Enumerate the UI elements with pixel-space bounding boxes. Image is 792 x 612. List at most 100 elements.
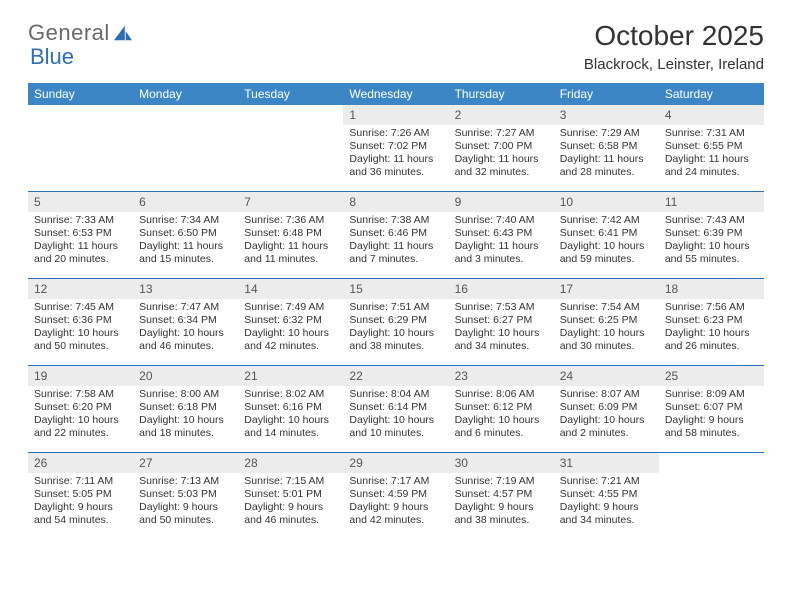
day-details: Sunrise: 7:53 AMSunset: 6:27 PMDaylight:…: [449, 299, 554, 357]
day-number: 10: [554, 192, 659, 212]
sunrise-text: Sunrise: 7:42 AM: [560, 214, 653, 227]
sunset-text: Sunset: 6:29 PM: [349, 314, 442, 327]
sunrise-text: Sunrise: 8:07 AM: [560, 388, 653, 401]
logo: General: [28, 20, 136, 46]
sunrise-text: Sunrise: 7:13 AM: [139, 475, 232, 488]
day-number: 15: [343, 279, 448, 299]
day-details: Sunrise: 7:34 AMSunset: 6:50 PMDaylight:…: [133, 212, 238, 270]
day-number: [659, 453, 764, 457]
daylight-text: Daylight: 10 hours and 18 minutes.: [139, 414, 232, 440]
sunset-text: Sunset: 6:09 PM: [560, 401, 653, 414]
sunrise-text: Sunrise: 7:45 AM: [34, 301, 127, 314]
sunrise-text: Sunrise: 8:09 AM: [665, 388, 758, 401]
day-details: Sunrise: 7:49 AMSunset: 6:32 PMDaylight:…: [238, 299, 343, 357]
sunrise-text: Sunrise: 7:27 AM: [455, 127, 548, 140]
calendar-cell: 25Sunrise: 8:09 AMSunset: 6:07 PMDayligh…: [659, 366, 764, 453]
logo-text-blue: Blue: [30, 44, 74, 70]
day-number: 17: [554, 279, 659, 299]
sunset-text: Sunset: 6:16 PM: [244, 401, 337, 414]
calendar-cell: 3Sunrise: 7:29 AMSunset: 6:58 PMDaylight…: [554, 105, 659, 192]
day-details: Sunrise: 7:17 AMSunset: 4:59 PMDaylight:…: [343, 473, 448, 531]
sunset-text: Sunset: 4:55 PM: [560, 488, 653, 501]
day-number: 28: [238, 453, 343, 473]
calendar-week: 1Sunrise: 7:26 AMSunset: 7:02 PMDaylight…: [28, 105, 764, 192]
sunrise-text: Sunrise: 8:04 AM: [349, 388, 442, 401]
calendar-cell: 26Sunrise: 7:11 AMSunset: 5:05 PMDayligh…: [28, 453, 133, 540]
daylight-text: Daylight: 11 hours and 7 minutes.: [349, 240, 442, 266]
calendar-cell: 19Sunrise: 7:58 AMSunset: 6:20 PMDayligh…: [28, 366, 133, 453]
day-number: 2: [449, 105, 554, 125]
calendar-cell: 23Sunrise: 8:06 AMSunset: 6:12 PMDayligh…: [449, 366, 554, 453]
sunset-text: Sunset: 6:25 PM: [560, 314, 653, 327]
sunrise-text: Sunrise: 8:06 AM: [455, 388, 548, 401]
calendar-cell: [28, 105, 133, 192]
sunrise-text: Sunrise: 7:17 AM: [349, 475, 442, 488]
day-details: Sunrise: 8:00 AMSunset: 6:18 PMDaylight:…: [133, 386, 238, 444]
header: General October 2025 Blackrock, Leinster…: [28, 20, 764, 73]
sunrise-text: Sunrise: 7:19 AM: [455, 475, 548, 488]
day-details: Sunrise: 7:13 AMSunset: 5:03 PMDaylight:…: [133, 473, 238, 531]
calendar-cell: 8Sunrise: 7:38 AMSunset: 6:46 PMDaylight…: [343, 192, 448, 279]
day-number: [28, 105, 133, 109]
day-details: Sunrise: 7:38 AMSunset: 6:46 PMDaylight:…: [343, 212, 448, 270]
calendar-cell: 22Sunrise: 8:04 AMSunset: 6:14 PMDayligh…: [343, 366, 448, 453]
calendar-header-row: Sunday Monday Tuesday Wednesday Thursday…: [28, 83, 764, 105]
day-number: 13: [133, 279, 238, 299]
page: General October 2025 Blackrock, Leinster…: [0, 0, 792, 612]
day-number: 31: [554, 453, 659, 473]
calendar-body: 1Sunrise: 7:26 AMSunset: 7:02 PMDaylight…: [28, 105, 764, 539]
col-friday: Friday: [554, 83, 659, 105]
day-details: Sunrise: 7:51 AMSunset: 6:29 PMDaylight:…: [343, 299, 448, 357]
daylight-text: Daylight: 11 hours and 36 minutes.: [349, 153, 442, 179]
day-details: Sunrise: 8:04 AMSunset: 6:14 PMDaylight:…: [343, 386, 448, 444]
day-details: Sunrise: 8:07 AMSunset: 6:09 PMDaylight:…: [554, 386, 659, 444]
day-number: 30: [449, 453, 554, 473]
calendar-cell: 28Sunrise: 7:15 AMSunset: 5:01 PMDayligh…: [238, 453, 343, 540]
day-number: 23: [449, 366, 554, 386]
daylight-text: Daylight: 10 hours and 10 minutes.: [349, 414, 442, 440]
logo-sail-icon: [112, 24, 134, 42]
daylight-text: Daylight: 11 hours and 24 minutes.: [665, 153, 758, 179]
calendar-cell: 16Sunrise: 7:53 AMSunset: 6:27 PMDayligh…: [449, 279, 554, 366]
daylight-text: Daylight: 9 hours and 46 minutes.: [244, 501, 337, 527]
sunrise-text: Sunrise: 8:02 AM: [244, 388, 337, 401]
day-number: 9: [449, 192, 554, 212]
calendar-cell: 11Sunrise: 7:43 AMSunset: 6:39 PMDayligh…: [659, 192, 764, 279]
day-number: 4: [659, 105, 764, 125]
sunset-text: Sunset: 6:27 PM: [455, 314, 548, 327]
daylight-text: Daylight: 10 hours and 26 minutes.: [665, 327, 758, 353]
calendar-cell: 31Sunrise: 7:21 AMSunset: 4:55 PMDayligh…: [554, 453, 659, 540]
daylight-text: Daylight: 9 hours and 38 minutes.: [455, 501, 548, 527]
calendar-cell: 14Sunrise: 7:49 AMSunset: 6:32 PMDayligh…: [238, 279, 343, 366]
sunrise-text: Sunrise: 7:36 AM: [244, 214, 337, 227]
day-details: Sunrise: 7:27 AMSunset: 7:00 PMDaylight:…: [449, 125, 554, 183]
day-number: 3: [554, 105, 659, 125]
sunset-text: Sunset: 6:34 PM: [139, 314, 232, 327]
day-number: 18: [659, 279, 764, 299]
day-details: Sunrise: 7:33 AMSunset: 6:53 PMDaylight:…: [28, 212, 133, 270]
calendar-cell: [238, 105, 343, 192]
calendar-cell: 4Sunrise: 7:31 AMSunset: 6:55 PMDaylight…: [659, 105, 764, 192]
day-details: Sunrise: 7:11 AMSunset: 5:05 PMDaylight:…: [28, 473, 133, 531]
sunset-text: Sunset: 6:18 PM: [139, 401, 232, 414]
calendar-cell: 5Sunrise: 7:33 AMSunset: 6:53 PMDaylight…: [28, 192, 133, 279]
logo-text-general: General: [28, 20, 110, 46]
day-number: [238, 105, 343, 109]
day-number: 29: [343, 453, 448, 473]
day-number: 24: [554, 366, 659, 386]
sunset-text: Sunset: 5:03 PM: [139, 488, 232, 501]
day-details: Sunrise: 7:36 AMSunset: 6:48 PMDaylight:…: [238, 212, 343, 270]
day-number: 16: [449, 279, 554, 299]
calendar-cell: 13Sunrise: 7:47 AMSunset: 6:34 PMDayligh…: [133, 279, 238, 366]
calendar-cell: [659, 453, 764, 540]
day-details: Sunrise: 7:26 AMSunset: 7:02 PMDaylight:…: [343, 125, 448, 183]
col-saturday: Saturday: [659, 83, 764, 105]
daylight-text: Daylight: 10 hours and 42 minutes.: [244, 327, 337, 353]
calendar-cell: [133, 105, 238, 192]
day-details: Sunrise: 7:40 AMSunset: 6:43 PMDaylight:…: [449, 212, 554, 270]
day-number: 5: [28, 192, 133, 212]
sunrise-text: Sunrise: 8:00 AM: [139, 388, 232, 401]
location: Blackrock, Leinster, Ireland: [584, 56, 764, 73]
day-details: Sunrise: 7:56 AMSunset: 6:23 PMDaylight:…: [659, 299, 764, 357]
daylight-text: Daylight: 11 hours and 32 minutes.: [455, 153, 548, 179]
